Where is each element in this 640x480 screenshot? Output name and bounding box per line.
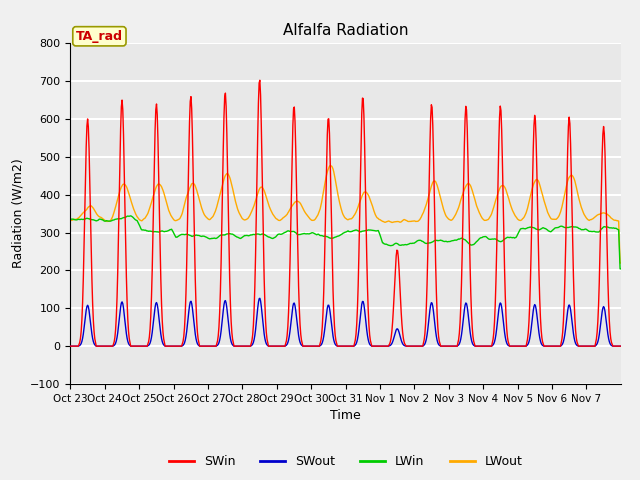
Line: SWin: SWin: [70, 80, 621, 346]
SWout: [131, 343, 139, 349]
X-axis label: Time: Time: [330, 409, 361, 422]
SWout: [281, 343, 289, 349]
Line: SWout: SWout: [70, 298, 621, 346]
LWout: [403, 218, 411, 224]
LWin: [260, 231, 268, 237]
LWout: [326, 163, 334, 168]
LWin: [233, 234, 241, 240]
SWin: [403, 343, 411, 349]
SWout: [256, 295, 264, 301]
LWout: [260, 186, 268, 192]
SWout: [260, 331, 268, 337]
LWout: [232, 201, 240, 207]
Line: LWout: LWout: [70, 166, 621, 263]
SWin: [131, 343, 139, 349]
LWin: [403, 242, 411, 248]
LWin: [434, 238, 442, 243]
Line: LWin: LWin: [70, 216, 621, 269]
SWout: [232, 343, 240, 349]
SWout: [67, 343, 74, 349]
LWout: [131, 209, 139, 215]
LWin: [132, 217, 140, 223]
SWin: [434, 324, 442, 330]
SWin: [232, 343, 240, 349]
SWin: [67, 343, 74, 349]
Y-axis label: Radiation (W/m2): Radiation (W/m2): [12, 159, 25, 268]
Text: TA_rad: TA_rad: [76, 30, 123, 43]
SWin: [256, 77, 264, 83]
LWout: [434, 185, 442, 191]
LWin: [281, 229, 289, 235]
LWin: [127, 213, 134, 219]
SWin: [617, 343, 625, 349]
Legend: SWin, SWout, LWin, LWout: SWin, SWout, LWin, LWout: [164, 450, 527, 473]
LWout: [617, 260, 625, 266]
SWout: [434, 340, 442, 346]
SWin: [260, 276, 268, 281]
SWin: [281, 343, 289, 349]
LWout: [67, 218, 74, 224]
Title: Alfalfa Radiation: Alfalfa Radiation: [283, 23, 408, 38]
SWout: [617, 343, 625, 349]
SWout: [403, 343, 411, 349]
LWin: [617, 266, 625, 272]
LWin: [67, 216, 74, 222]
LWout: [280, 214, 288, 220]
